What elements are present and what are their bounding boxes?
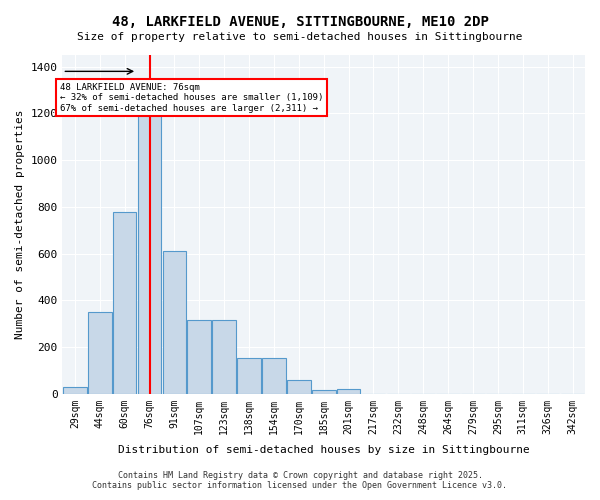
Text: 48, LARKFIELD AVENUE, SITTINGBOURNE, ME10 2DP: 48, LARKFIELD AVENUE, SITTINGBOURNE, ME1… [112, 15, 488, 29]
Bar [163, 252, 186, 394]
Bar [113, 212, 136, 394]
Bar [337, 389, 361, 394]
Bar [63, 387, 86, 394]
Bar [287, 380, 311, 394]
Bar [237, 358, 261, 394]
Text: Contains HM Land Registry data © Crown copyright and database right 2025.
Contai: Contains HM Land Registry data © Crown c… [92, 470, 508, 490]
X-axis label: Distribution of semi-detached houses by size in Sittingbourne: Distribution of semi-detached houses by … [118, 445, 530, 455]
Text: Size of property relative to semi-detached houses in Sittingbourne: Size of property relative to semi-detach… [77, 32, 523, 42]
Bar [88, 312, 112, 394]
Bar [212, 320, 236, 394]
Bar [137, 104, 161, 394]
Bar [187, 320, 211, 394]
Text: 48 LARKFIELD AVENUE: 76sqm
← 32% of semi-detached houses are smaller (1,109)
67%: 48 LARKFIELD AVENUE: 76sqm ← 32% of semi… [60, 83, 323, 113]
Bar [312, 390, 335, 394]
Bar [262, 358, 286, 394]
Y-axis label: Number of semi-detached properties: Number of semi-detached properties [15, 110, 25, 339]
